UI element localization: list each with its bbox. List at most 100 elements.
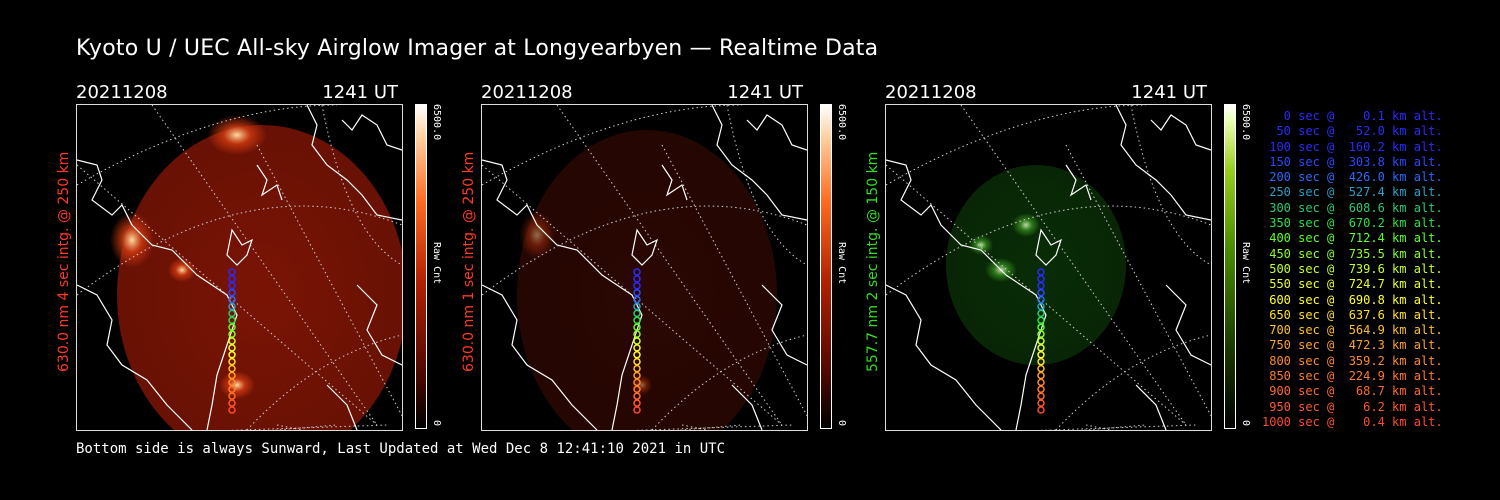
- trajectory-point: [633, 302, 641, 311]
- trajectory-point: [1037, 330, 1045, 338]
- legend-row: 850 sec @ 224.9 km alt.: [1262, 369, 1443, 384]
- panel-ylabel: 630.0 nm 1 sec intg. @ 250 km: [461, 151, 477, 372]
- trajectory-point: [228, 275, 236, 283]
- trajectory-point: [228, 371, 236, 380]
- legend-row: 400 sec @ 712.4 km alt.: [1262, 231, 1443, 246]
- legend-row: 200 sec @ 426.0 km alt.: [1262, 170, 1443, 185]
- trajectory-point: [633, 392, 641, 400]
- trajectory-point: [633, 330, 641, 338]
- panel-ylabel: 630.0 nm 4 sec intg. @ 250 km: [56, 151, 72, 372]
- legend-row: 700 sec @ 564.9 km alt.: [1262, 323, 1443, 338]
- airglow-disk: [946, 165, 1126, 365]
- trajectory-point: [1037, 295, 1045, 304]
- colorbar-min: 0: [1240, 420, 1251, 427]
- panel-time: 1241 UT: [727, 82, 803, 103]
- trajectory-point: [228, 316, 236, 325]
- trajectory-point: [1037, 309, 1045, 318]
- trajectory-point: [633, 268, 641, 276]
- airglow-disk: [517, 130, 777, 430]
- legend-row: 300 sec @ 608.6 km alt.: [1262, 200, 1443, 215]
- legend-row: 650 sec @ 637.6 km alt.: [1262, 307, 1443, 322]
- legend-row: 100 sec @ 160.2 km alt.: [1262, 139, 1443, 154]
- panel-time: 1241 UT: [322, 82, 398, 103]
- trajectory-point: [633, 316, 641, 325]
- trajectory-point: [228, 337, 236, 345]
- trajectory-point: [1037, 364, 1045, 373]
- legend-row: 1000 sec @ 0.4 km alt.: [1262, 414, 1443, 429]
- trajectory-point: [1037, 288, 1045, 297]
- trajectory-point: [633, 385, 641, 394]
- trajectory-point: [1037, 282, 1045, 290]
- trajectory-point: [1037, 337, 1045, 345]
- trajectory-point: [633, 351, 641, 359]
- panel-date: 20211208: [481, 82, 573, 103]
- colorbar-max: 6500.0: [431, 104, 442, 141]
- legend-row: 600 sec @ 690.8 km alt.: [1262, 292, 1443, 307]
- legend-row: 250 sec @ 527.4 km alt.: [1262, 185, 1443, 200]
- trajectory-point: [228, 385, 236, 394]
- trajectory-point: [228, 295, 236, 304]
- trajectory-point: [1037, 392, 1045, 400]
- trajectory-point: [228, 351, 236, 359]
- trajectory-point: [1037, 378, 1045, 387]
- trajectory-point: [228, 378, 236, 387]
- trajectory-point: [1037, 351, 1045, 359]
- legend-row: 900 sec @ 68.7 km alt.: [1262, 384, 1443, 399]
- trajectory-point: [633, 378, 641, 387]
- legend-row: 800 sec @ 359.2 km alt.: [1262, 353, 1443, 368]
- trajectory-point: [228, 364, 236, 373]
- colorbar-min: 0: [431, 420, 442, 427]
- trajectory-point: [1037, 302, 1045, 311]
- legend-row: 950 sec @ 6.2 km alt.: [1262, 399, 1443, 414]
- trajectory-point: [228, 344, 236, 352]
- colorbar-min: 0: [836, 420, 847, 427]
- trajectory-point: [228, 282, 236, 290]
- trajectory-point: [1037, 357, 1045, 366]
- colorbar-label: Raw Cnt: [431, 242, 442, 285]
- panel-time: 1241 UT: [1131, 82, 1207, 103]
- allsky-image: [481, 104, 808, 431]
- colorbar-label: Raw Cnt: [1240, 242, 1251, 285]
- trajectory-point: [228, 302, 236, 311]
- panel-date: 20211208: [76, 82, 168, 103]
- trajectory-point: [1037, 316, 1045, 325]
- trajectory-point: [633, 344, 641, 352]
- trajectory-point: [633, 309, 641, 318]
- panel-date: 20211208: [885, 82, 977, 103]
- trajectory-point: [1037, 268, 1045, 276]
- trajectory-point: [633, 323, 641, 331]
- trajectory-point: [228, 392, 236, 400]
- trajectory-point: [1037, 371, 1045, 380]
- trajectory-point: [1037, 275, 1045, 283]
- trajectory-point: [1037, 344, 1045, 352]
- trajectory-legend: 0 sec @ 0.1 km alt. 50 sec @ 52.0 km alt…: [1262, 109, 1443, 430]
- colorbar-max: 6500.0: [836, 104, 847, 141]
- allsky-image: [76, 104, 403, 431]
- colorbar: [820, 104, 832, 429]
- trajectory-point: [633, 406, 641, 414]
- panel-ylabel: 557.7 nm 2 sec intg. @ 150 km: [865, 151, 881, 372]
- trajectory-point: [228, 288, 236, 297]
- trajectory-point: [633, 275, 641, 283]
- legend-row: 350 sec @ 670.2 km alt.: [1262, 216, 1443, 231]
- trajectory-point: [1037, 406, 1045, 414]
- trajectory-point: [1037, 399, 1045, 407]
- allsky-image: [885, 104, 1212, 431]
- trajectory-point: [228, 309, 236, 318]
- legend-row: 550 sec @ 724.7 km alt.: [1262, 277, 1443, 292]
- trajectory-point: [633, 288, 641, 297]
- trajectory-point: [633, 399, 641, 407]
- footer-note: Bottom side is always Sunward, Last Upda…: [76, 441, 726, 457]
- legend-row: 0 sec @ 0.1 km alt.: [1262, 109, 1443, 123]
- trajectory-point: [228, 268, 236, 276]
- colorbar: [415, 104, 427, 429]
- trajectory-point: [228, 357, 236, 366]
- trajectory-point: [228, 399, 236, 407]
- airglow-disk: [117, 125, 402, 430]
- trajectory-point: [633, 295, 641, 304]
- legend-row: 500 sec @ 739.6 km alt.: [1262, 261, 1443, 276]
- trajectory-point: [633, 364, 641, 373]
- trajectory-point: [1037, 323, 1045, 331]
- trajectory-point: [228, 406, 236, 414]
- trajectory-point: [228, 323, 236, 331]
